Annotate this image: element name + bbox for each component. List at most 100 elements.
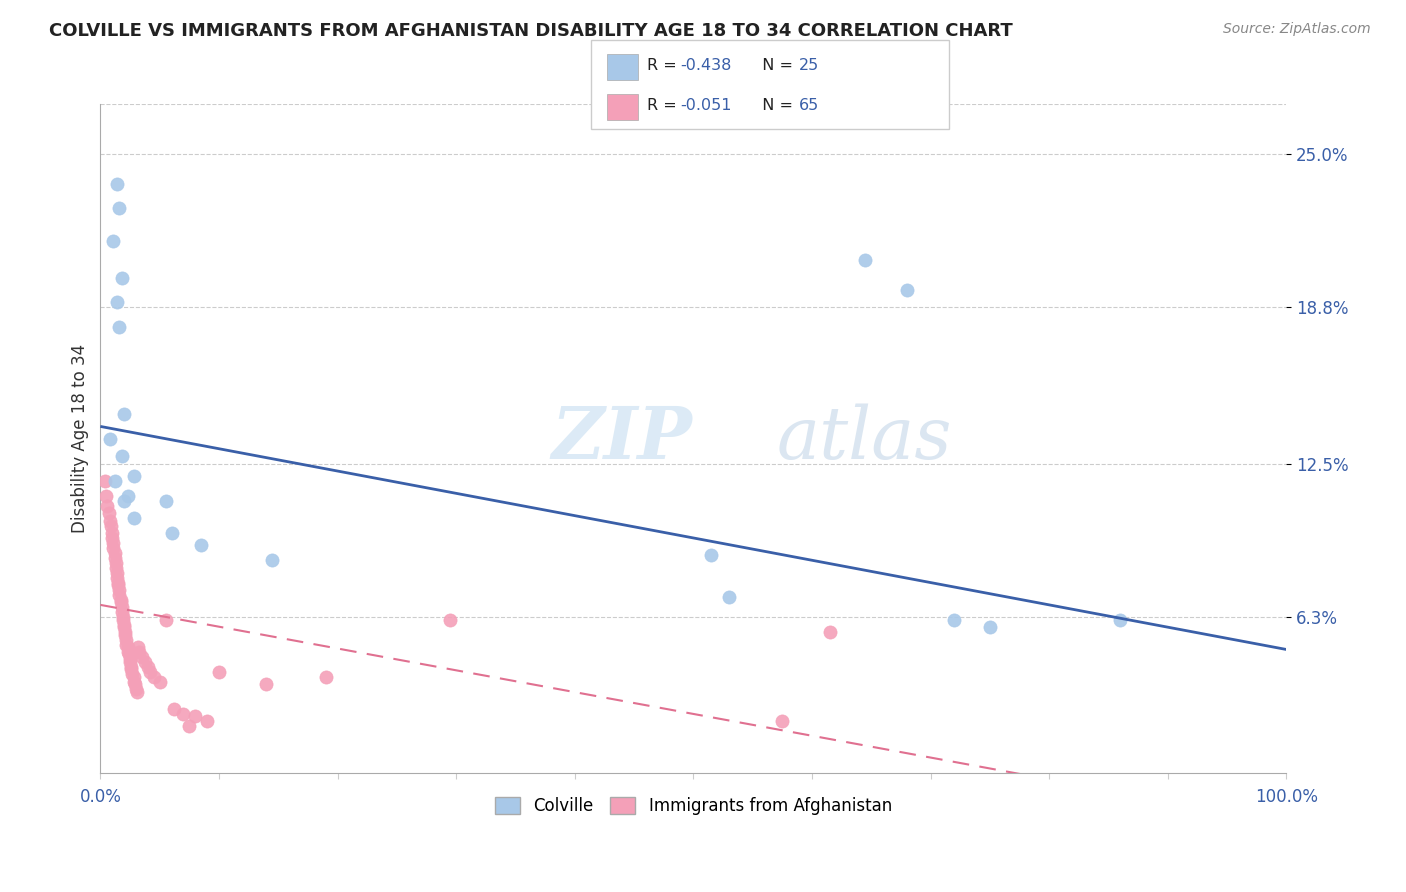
Point [122,469,145,483]
Point [195,714,218,729]
Text: COLVILLE VS IMMIGRANTS FROM AFGHANISTAN DISABILITY AGE 18 TO 34 CORRELATION CHAR: COLVILLE VS IMMIGRANTS FROM AFGHANISTAN … [49,22,1012,40]
Point [105,566,128,580]
Text: 25: 25 [799,58,818,72]
Text: N =: N = [752,98,799,112]
Point [101,526,124,541]
Text: 65: 65 [799,98,818,112]
Point [190,538,212,552]
Point [124,677,146,691]
Point [115,632,138,647]
Point [118,648,141,662]
Point [108,202,131,216]
Point [120,662,142,676]
Point [107,575,129,590]
Point [131,649,153,664]
Point [127,684,149,698]
Point [163,702,186,716]
Point [117,645,139,659]
Point [172,706,194,721]
Text: R =: R = [647,98,682,112]
Point [979,620,1001,634]
Point [117,640,139,654]
Point [717,591,740,605]
Point [98,432,121,446]
Point [101,531,124,545]
Point [111,449,134,463]
Point [128,645,150,659]
Point [103,541,125,555]
Point [122,674,145,689]
Point [96,499,118,513]
Point [120,660,142,674]
Point [122,511,145,525]
Point [103,546,125,560]
Point [104,560,127,574]
Point [118,652,141,666]
Text: ZIP: ZIP [551,403,692,475]
Point [112,620,135,634]
Text: R =: R = [647,58,682,72]
Point [103,234,125,248]
Point [105,295,128,310]
Point [111,613,134,627]
Point [155,613,177,627]
Point [439,613,461,627]
Point [108,582,131,597]
Point [98,514,121,528]
Point [103,550,125,565]
Point [122,670,145,684]
Point [111,605,134,619]
Point [160,526,183,541]
Text: 0.0%: 0.0% [79,789,121,806]
Point [105,571,128,585]
Y-axis label: Disability Age 18 to 34: Disability Age 18 to 34 [72,344,89,533]
Point [94,474,117,488]
Point [107,578,129,592]
Point [112,493,135,508]
Point [112,617,135,632]
Point [111,600,134,615]
Point [110,593,132,607]
Point [108,320,131,334]
Point [103,474,125,488]
Text: 100.0%: 100.0% [1256,789,1317,806]
Text: N =: N = [752,58,799,72]
Point [179,719,201,733]
Point [96,489,118,503]
Text: -0.438: -0.438 [681,58,733,72]
Point [315,670,337,684]
Point [896,283,918,297]
Point [136,660,159,674]
Point [117,489,139,503]
Point [125,682,148,697]
Point [97,506,120,520]
Point [127,640,149,654]
Point [108,588,131,602]
Point [104,556,127,570]
Point [208,665,231,679]
Point [184,709,207,723]
Point [118,655,141,669]
Point [103,536,125,550]
Point [114,627,136,641]
Point [139,665,162,679]
Point [134,655,156,669]
Point [100,518,122,533]
Point [770,714,793,729]
Point [262,553,284,567]
Point [855,253,877,268]
Point [111,610,134,624]
Point [121,667,143,681]
Point [142,670,165,684]
Point [110,595,132,609]
Point [112,407,135,421]
Point [254,677,277,691]
Text: atlas: atlas [776,403,952,474]
Point [700,549,723,563]
Point [149,674,172,689]
Point [111,270,134,285]
Point [1109,613,1132,627]
Point [115,638,138,652]
Text: -0.051: -0.051 [681,98,733,112]
Point [943,613,966,627]
